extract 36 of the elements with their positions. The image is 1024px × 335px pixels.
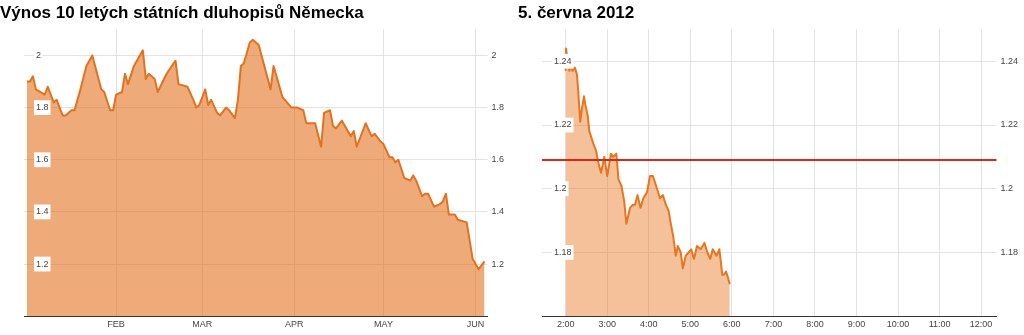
x-tick-label: MAR xyxy=(192,319,213,330)
x-tick-label: 8:00 xyxy=(806,319,824,330)
x-tick-label: FEB xyxy=(107,319,125,330)
x-tick-label: 6:00 xyxy=(723,319,741,330)
y2-tick-label: 1.2 xyxy=(1000,183,1013,194)
x-tick-label: 12:00 xyxy=(969,319,993,330)
y-tick-label: 1.6 xyxy=(36,154,49,165)
x-tick-label: 4:00 xyxy=(640,319,658,330)
y-tick-label: 1.2 xyxy=(36,258,49,269)
y-tick-label: 2 xyxy=(36,49,42,60)
y-tick-label: 1.4 xyxy=(36,206,49,217)
y2-tick-label: 2 xyxy=(491,49,497,60)
x-tick-label: MAY xyxy=(374,319,393,330)
y2-tick-label: 1.24 xyxy=(1000,55,1019,66)
y2-tick-label: 1.8 xyxy=(491,102,504,113)
y2-tick-label: 1.2 xyxy=(491,258,504,269)
x-tick-label: APR xyxy=(285,319,305,330)
x-tick-label: JUN xyxy=(466,319,485,330)
x-tick-label: 9:00 xyxy=(847,319,866,330)
x-tick-label: 11:00 xyxy=(928,319,951,330)
y2-tick-label: 1.22 xyxy=(1000,119,1019,130)
y2-tick-label: 1.4 xyxy=(491,206,504,217)
y2-tick-label: 1.18 xyxy=(1000,246,1019,257)
chart-title: Výnos 10 letých státních dluhopisů Německa xyxy=(0,2,365,22)
chart-title: 5. června 2012 xyxy=(518,2,635,22)
y-tick-label: 1.24 xyxy=(554,55,572,66)
y2-tick-label: 1.6 xyxy=(491,154,504,165)
x-tick-label: 7:00 xyxy=(764,319,783,330)
y-tick-label: 1.8 xyxy=(36,102,49,113)
y-tick-label: 1.18 xyxy=(554,246,572,257)
y-tick-label: 1.22 xyxy=(554,119,572,130)
x-tick-label: 10:00 xyxy=(886,319,910,330)
y-tick-label: 1.2 xyxy=(554,183,567,194)
x-tick-label: 5:00 xyxy=(681,319,700,330)
x-tick-label: 2:00 xyxy=(556,319,575,330)
x-tick-label: 3:00 xyxy=(598,319,616,330)
